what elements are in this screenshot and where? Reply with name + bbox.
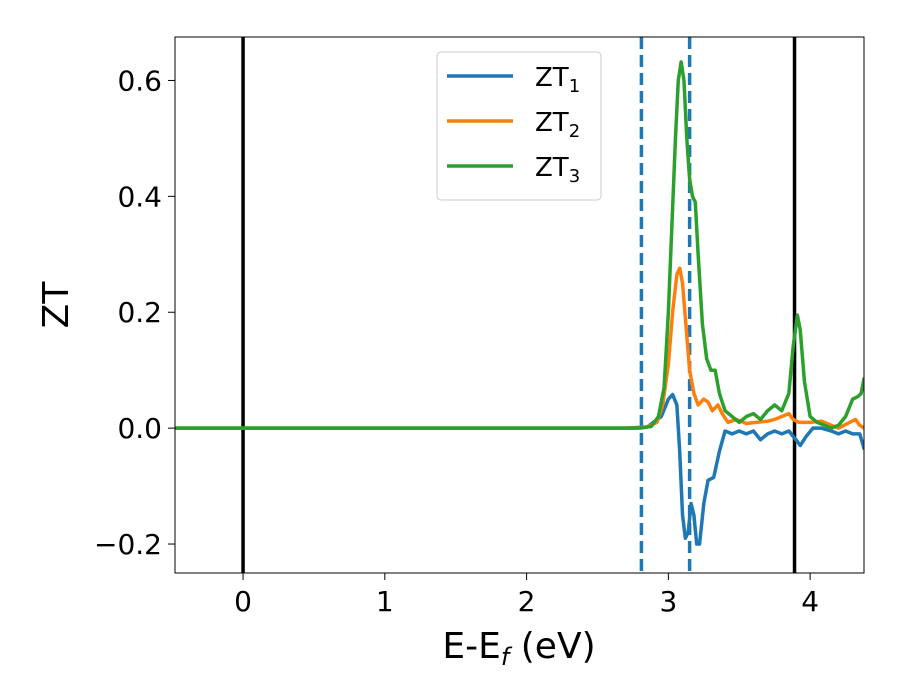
x-tick-label: 1: [376, 585, 394, 618]
legend-label-zt1: ZT1: [535, 63, 580, 97]
legend-label-main: ZT: [535, 153, 569, 183]
y-axis: −0.2 0.0 0.2 0.4 0.6: [94, 64, 175, 561]
x-axis-label-main: E-E: [442, 626, 500, 667]
legend-box: [436, 51, 602, 201]
legend-label-zt3: ZT3: [535, 153, 580, 187]
y-tick-label: 0.4: [117, 180, 162, 213]
x-tick-label: 2: [518, 585, 536, 618]
legend-label-sub: 3: [569, 166, 580, 187]
reference-lines: [241, 37, 797, 573]
legend-label-sub: 1: [569, 76, 580, 97]
series-line-zt2: [175, 266, 864, 430]
y-axis-label: ZT: [36, 281, 77, 329]
series-line-zt3: [175, 60, 864, 430]
x-tick-label: 3: [659, 585, 677, 618]
y-tick-label: 0.0: [117, 412, 162, 445]
y-tick-label: −0.2: [94, 528, 162, 561]
legend-label-sub: 2: [569, 121, 580, 142]
legend-label-main: ZT: [535, 63, 569, 93]
x-axis: 0 1 2 3 4: [234, 573, 819, 618]
series-group: [175, 60, 864, 546]
x-tick-label: 0: [234, 585, 252, 618]
y-tick-label: 0.2: [117, 296, 162, 329]
legend-label-zt2: ZT2: [535, 108, 580, 142]
x-axis-label: E-Ef (eV): [442, 626, 595, 671]
y-tick-label: 0.6: [117, 64, 162, 97]
x-tick-label: 4: [801, 585, 819, 618]
plot-frame: [174, 36, 865, 574]
series-line-zt1: [175, 392, 864, 546]
x-axis-label-unit: (eV): [509, 626, 595, 667]
legend-label-main: ZT: [535, 108, 569, 138]
